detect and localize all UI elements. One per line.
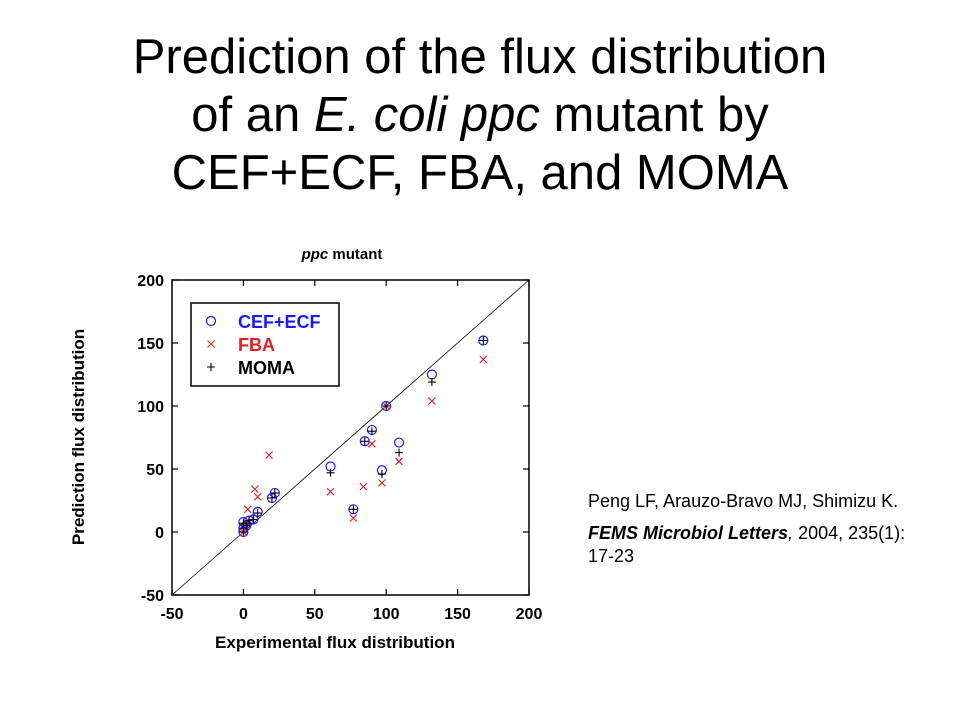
legend-marker-x — [207, 340, 215, 348]
reference-block: Peng LF, Arauzo-Bravo MJ, Shimizu K. FEM… — [588, 490, 928, 577]
data-point-x — [326, 487, 335, 496]
data-point-x — [250, 485, 259, 494]
data-point-x — [428, 397, 436, 405]
x-tick-label: -50 — [160, 606, 183, 623]
data-point-x — [349, 514, 358, 523]
data-point-plus — [377, 470, 386, 479]
legend-marker-plus — [207, 363, 215, 371]
title-line-2-part-c: mutant by — [539, 88, 769, 142]
data-point-plus — [395, 448, 404, 457]
data-point-plus — [253, 509, 262, 518]
data-point-plus — [367, 427, 376, 436]
title-line-3: CEF+ECF, FBA, and MOMA — [171, 146, 789, 200]
x-tick-label: 150 — [444, 606, 471, 623]
data-point-plus — [479, 336, 488, 345]
data-point-plus — [270, 488, 279, 497]
axis-ticks — [171, 279, 530, 596]
y-tick-label: 50 — [146, 462, 164, 479]
data-point-circle — [381, 400, 392, 412]
x-tick-label: 0 — [239, 606, 248, 623]
data-point-plus — [427, 378, 436, 387]
reference-journal-sep: , — [788, 523, 794, 543]
x-tick-label: 100 — [373, 606, 400, 623]
legend-box — [190, 302, 340, 387]
scatter-figure: ppc mutant -50 0 50 100 150 200 -50 0 50 100 150 20… — [60, 238, 550, 660]
data-points — [238, 335, 489, 538]
data-point-x — [368, 439, 376, 448]
data-point-x — [378, 478, 386, 487]
title-line-2-part-a: of an — [191, 88, 314, 142]
data-point-x — [243, 505, 252, 514]
data-point-plus — [249, 515, 258, 524]
axis-tick-labels: -50 0 50 100 150 200 -50 0 50 100 150 200 — [137, 273, 542, 623]
title-line-2-organism: E. coli ppc — [313, 88, 540, 142]
legend-label: CEF+ECF — [238, 312, 321, 332]
data-point-circle — [348, 504, 359, 515]
data-point-circle — [426, 369, 437, 380]
reference-citation: FEMS Microbiol Letters, 2004, 235(1): 17… — [588, 522, 928, 568]
data-point-plus — [349, 505, 358, 514]
legend-marker-circle — [205, 315, 217, 327]
data-point-x — [359, 482, 368, 491]
data-point-circle — [478, 335, 489, 346]
diagonal-reference-line — [171, 279, 530, 596]
legend-label: MOMA — [238, 358, 295, 378]
data-point-plus — [267, 493, 276, 502]
reference-authors: Peng LF, Arauzo-Bravo MJ, Shimizu K. — [588, 491, 899, 511]
data-point-circle — [393, 437, 405, 448]
data-point-x — [253, 492, 262, 501]
chart-title-rest: mutant — [328, 246, 382, 263]
y-tick-label: 150 — [137, 336, 164, 353]
data-point-plus — [242, 521, 251, 530]
y-tick-label: 0 — [155, 525, 164, 542]
reference-journal: FEMS Microbiol Letters — [588, 523, 789, 543]
title-line-2: of an E. coli ppc mutant by — [0, 86, 960, 144]
chart-title-italic: ppc — [301, 246, 329, 263]
data-point-plus — [245, 516, 254, 525]
x-tick-label: 200 — [516, 606, 543, 623]
y-tick-label: 200 — [137, 273, 164, 290]
y-tick-label: -50 — [141, 588, 164, 605]
legend-entries: CEF+ECF FBA MOMA — [205, 312, 321, 378]
scatter-chart: ppc mutant -50 0 50 100 150 200 -50 0 50 100 150 20… — [69, 246, 542, 652]
chart-title: ppc mutant — [301, 246, 383, 263]
reference-details: 2004, 235(1): 17-23 — [588, 523, 906, 566]
y-tick-label: 100 — [137, 399, 164, 416]
x-tick-label: 50 — [306, 606, 324, 623]
data-point-plus — [326, 468, 335, 477]
data-point-x — [265, 451, 273, 460]
data-point-plus — [360, 437, 369, 446]
data-point-plus — [382, 402, 391, 410]
x-axis-label: Experimental flux distribution — [215, 633, 455, 652]
y-axis-label: Prediction flux distribution — [69, 329, 88, 545]
plot-frame — [171, 279, 530, 596]
legend: CEF+ECF FBA MOMA — [190, 302, 340, 387]
data-point-x — [395, 457, 403, 466]
title-line-1: Prediction of the flux distribution — [132, 30, 828, 84]
slide-title: Prediction of the flux distribution of a… — [0, 28, 960, 202]
legend-label: FBA — [238, 335, 275, 355]
data-point-x — [479, 355, 488, 364]
